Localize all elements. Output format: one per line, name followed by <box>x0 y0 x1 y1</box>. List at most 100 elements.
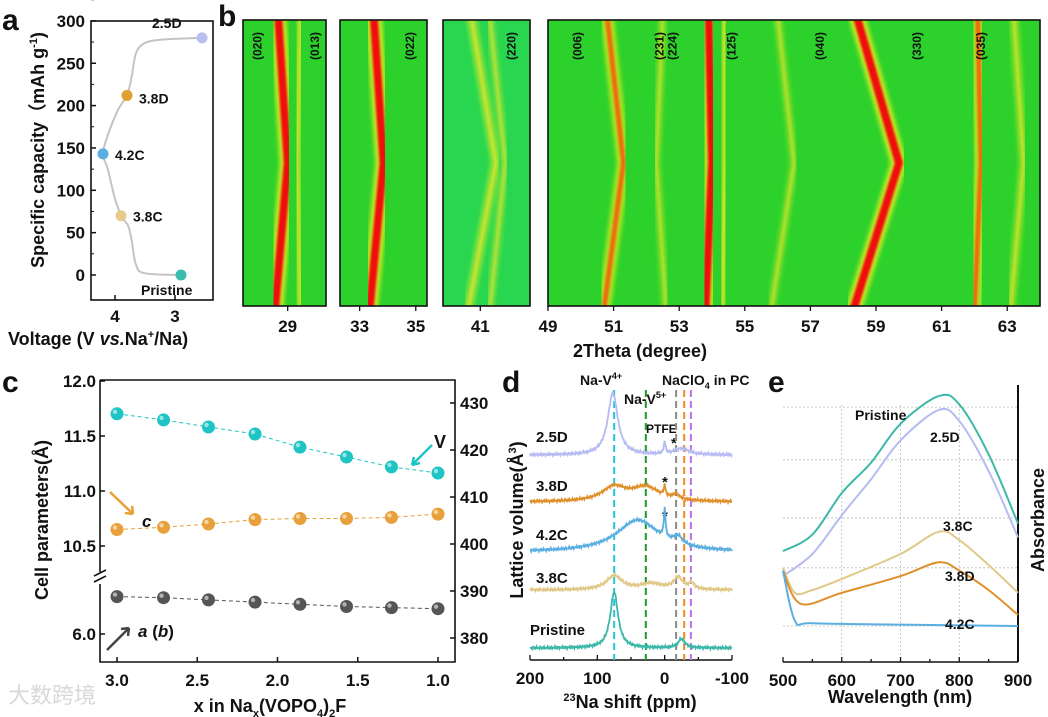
diffraction-peak <box>467 20 498 306</box>
data-point <box>293 440 307 454</box>
y-tick-label: 50 <box>66 224 85 243</box>
annotation-a-b: a (b) <box>138 622 174 641</box>
data-point <box>110 523 124 536</box>
x-tick-label: 200 <box>516 669 544 688</box>
data-point <box>110 590 124 604</box>
data-point-highlight <box>250 597 256 603</box>
diffraction-peak <box>271 20 292 306</box>
data-point-highlight <box>342 514 347 519</box>
y-right-tick-label: 380 <box>460 629 488 648</box>
diffraction-peak <box>1009 20 1025 306</box>
state-label: 2.5D <box>152 15 182 31</box>
data-point-highlight <box>204 595 209 601</box>
y-right-tick-label: 410 <box>460 488 488 507</box>
x-tick-label: 29 <box>278 317 297 336</box>
spectrum-label: 3.8D <box>536 478 568 495</box>
data-point-highlight <box>250 429 256 435</box>
data-point <box>157 591 171 605</box>
spectrum-label: 2.5D <box>536 429 568 446</box>
x-tick-label: 100 <box>583 669 611 688</box>
nmr-spectrum-3.8C <box>529 571 733 594</box>
annotation-naclo4-pc: NaClO4 in PC <box>662 372 749 391</box>
curve-label: Pristine <box>855 407 907 423</box>
y-tick-label: 250 <box>57 54 85 73</box>
data-point <box>340 512 354 525</box>
x-tick-label: 900 <box>1004 671 1032 690</box>
x-tick-label: 55 <box>735 317 754 336</box>
data-point-highlight <box>295 514 301 519</box>
panel-letter-c: c <box>2 366 19 399</box>
data-point-highlight <box>342 602 347 607</box>
absorbance-curve-4.2C <box>782 570 1019 627</box>
arrow-a-icon <box>106 626 131 651</box>
x-tick-label: 41 <box>471 317 490 336</box>
absorbance-curve-2.5D <box>782 407 1019 577</box>
axis-break-icon <box>93 569 107 583</box>
data-point-highlight <box>295 442 301 448</box>
x-tick-label: -100 <box>715 669 749 688</box>
x-tick-label: 2.0 <box>266 671 290 690</box>
hkl-label: (220) <box>504 32 518 60</box>
diffraction-peak <box>770 20 796 306</box>
x-tick-label: 0 <box>660 669 669 688</box>
panel-e-ylabel: Absorbance <box>1028 468 1048 572</box>
nmr-spectrum-3.8D <box>529 481 733 506</box>
data-point <box>340 450 354 464</box>
data-point <box>110 407 124 421</box>
x-tick-label: 49 <box>539 317 558 336</box>
diffraction-peak <box>654 20 668 306</box>
x-tick-label: 500 <box>769 671 797 690</box>
annotation-na-v5: Na-V5+ <box>624 390 666 407</box>
state-point-Pristine <box>175 269 187 281</box>
panel-letter-d: d <box>502 366 520 399</box>
hkl-label: (040) <box>813 32 827 60</box>
data-point <box>248 595 262 609</box>
data-point-highlight <box>159 593 164 598</box>
data-point <box>384 601 398 615</box>
heatmap-panel-0 <box>243 20 326 306</box>
data-point <box>248 427 262 441</box>
y-tick-label: 11.0 <box>64 482 96 501</box>
hkl-label: (020) <box>250 32 264 60</box>
data-point-highlight <box>204 519 209 525</box>
panel-letter-b: b <box>218 0 236 33</box>
nmr-spectrum-2.5D <box>529 389 733 459</box>
x-tick-label: 600 <box>828 671 856 690</box>
hkl-label: (006) <box>571 32 585 60</box>
diffraction-peak <box>701 20 717 306</box>
hkl-label: (231) <box>653 32 667 60</box>
x-tick-label: 1.5 <box>346 671 370 690</box>
x-tick-label: 63 <box>998 317 1017 336</box>
heatmap-panel-2 <box>443 20 530 306</box>
state-point-3.8C <box>115 210 127 222</box>
y-right-tick-label: 420 <box>460 441 488 460</box>
y-right-tick-label: 390 <box>460 582 488 601</box>
y-tick-label: 6.0 <box>72 625 96 644</box>
series-line-2 <box>116 596 439 610</box>
state-label: Pristine <box>141 282 193 298</box>
panel-a-voltage-capacity: Voltage (V vs.Na+/Na) Specific capacity（… <box>8 0 214 349</box>
curve-label: 3.8C <box>943 518 973 534</box>
spectrum-label: 3.8C <box>536 570 568 587</box>
annotation-na-v4: Na-V4+ <box>580 371 622 388</box>
arrow-c-icon <box>109 491 135 516</box>
x-tick-label: 35 <box>406 317 425 336</box>
y-tick-label: 11.5 <box>64 427 96 446</box>
data-point-highlight <box>159 523 164 528</box>
x-tick-label: 59 <box>867 317 886 336</box>
x-tick-label: 3 <box>170 307 179 326</box>
data-point <box>384 460 398 474</box>
state-label: 3.8D <box>139 90 169 106</box>
data-point-highlight <box>387 462 392 468</box>
x-tick-label: 4 <box>110 307 120 326</box>
panel-letter-a: a <box>2 4 19 37</box>
diffraction-peak <box>720 20 727 306</box>
hkl-label: (035) <box>974 32 988 60</box>
data-point-highlight <box>204 422 209 428</box>
plot-frame-c <box>99 379 456 663</box>
panel-b-xrd-heatmap: 2Theta (degree) 29 (020) (013) 33 35 (022) 41 (… <box>242 19 1041 361</box>
ptfe-star: * <box>662 474 668 491</box>
curve-label: 2.5D <box>930 429 960 445</box>
annotation-c: c <box>142 512 152 531</box>
